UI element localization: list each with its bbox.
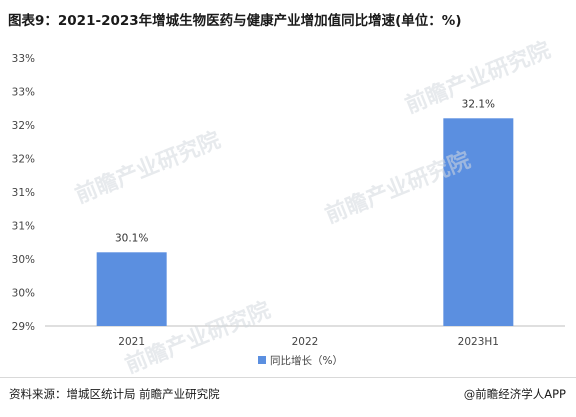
y-tick-label: 32% — [12, 154, 35, 166]
y-tick-label: 30% — [12, 288, 35, 300]
y-tick-label: 31% — [12, 187, 35, 199]
y-tick-label: 33% — [12, 53, 35, 65]
bar — [443, 118, 514, 326]
legend-label: 同比增长（%） — [270, 354, 343, 367]
data-label: 32.1% — [462, 98, 495, 110]
y-tick-label: 31% — [12, 221, 35, 233]
y-tick-label: 33% — [12, 87, 35, 99]
y-tick-label: 32% — [12, 120, 35, 132]
brand-attribution: @前瞻经济学人APP — [463, 387, 566, 401]
footer-divider — [0, 377, 576, 378]
legend-swatch — [258, 356, 266, 364]
y-tick-label: 30% — [12, 254, 35, 266]
bar — [96, 252, 167, 326]
bar-chart: 29% 30% 30% 31% 31% 32% 32% 33% 33% 2021 30.1% 2022… — [12, 53, 565, 367]
source-note: 资料来源：增城区统计局 前瞻产业研究院 — [9, 387, 220, 401]
x-tick-label: 2021 — [118, 336, 145, 348]
y-tick-label: 29% — [12, 321, 35, 333]
data-label: 30.1% — [115, 232, 148, 244]
x-tick-label: 2023H1 — [458, 336, 499, 348]
chart-title: 图表9：2021-2023年增城生物医药与健康产业增加值同比增速(单位：%) — [8, 13, 462, 29]
x-tick-label: 2022 — [292, 336, 319, 348]
